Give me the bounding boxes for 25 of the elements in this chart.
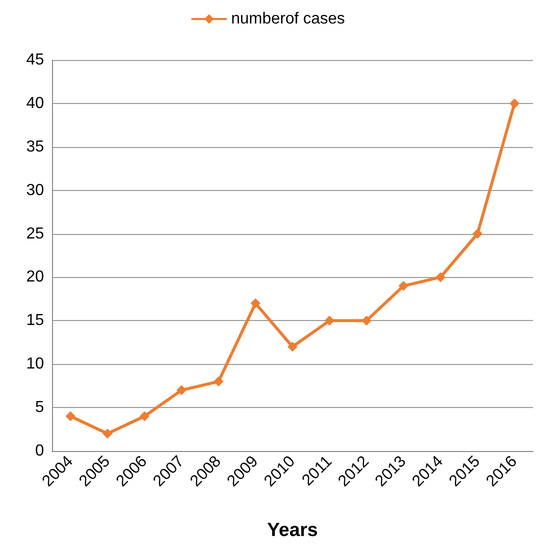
- point: [140, 411, 150, 422]
- y-tick-label: 25: [26, 225, 44, 242]
- y-tick-label: 35: [26, 138, 44, 156]
- point: [102, 428, 112, 439]
- y-tick-label: 10: [26, 356, 44, 373]
- y-tick-label: 40: [26, 94, 44, 112]
- point: [250, 298, 260, 308]
- y-tick-label: 0: [35, 442, 44, 460]
- legend-label: numberof cases: [231, 10, 345, 28]
- y-tick-label: 15: [26, 312, 44, 330]
- point: [362, 316, 372, 326]
- y-tick-label: 5: [35, 399, 44, 416]
- point: [66, 411, 76, 422]
- point: [436, 272, 446, 282]
- point: [288, 342, 298, 352]
- y-tick-label: 20: [26, 268, 44, 286]
- point: [176, 385, 186, 396]
- point: [472, 228, 482, 239]
- y-tick-label: 45: [26, 52, 44, 68]
- point: [510, 98, 520, 108]
- point: [324, 316, 334, 326]
- point: [214, 376, 224, 386]
- point: [398, 280, 408, 291]
- y-tick-label: 30: [26, 182, 44, 199]
- x-axis-title: Years: [267, 520, 318, 541]
